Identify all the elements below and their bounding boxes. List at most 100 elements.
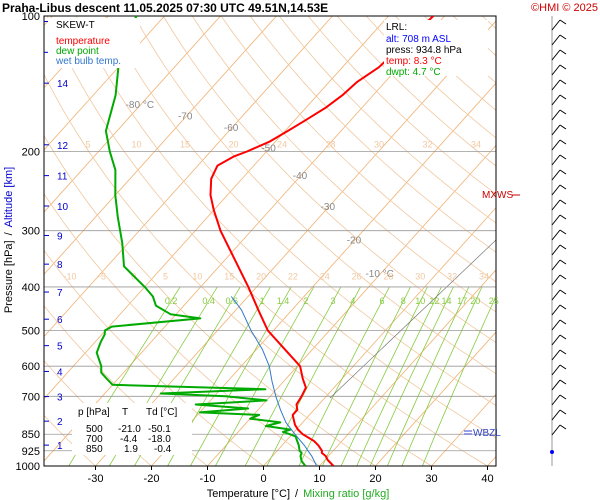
wind-barb-flag (559, 274, 567, 280)
dry-adiabat-line (482, 16, 496, 30)
y-axis-title-separator: / (3, 231, 15, 235)
y-axis-title: Pressure [hPa] / Altitude [km] (3, 167, 15, 313)
wind-barb-flag (559, 64, 567, 70)
wind-barb (551, 259, 561, 271)
mixing-ratio-label: 3 (331, 296, 336, 306)
dry-adiabat-label: 32 (447, 271, 457, 281)
altitude-tick-label: 14 (57, 79, 69, 90)
legend-background (48, 18, 140, 68)
dry-adiabat-line (162, 16, 496, 343)
wind-barb-flag (559, 364, 567, 370)
wind-barb-flag (559, 334, 567, 340)
isotherm-line (207, 144, 496, 466)
dry-adiabat-label: 20 (256, 271, 266, 281)
dry-adiabat-line (278, 16, 496, 224)
wind-barb (551, 244, 561, 256)
isotherm-label: -50 (261, 143, 276, 154)
legend-heading: SKEW-T (56, 20, 95, 31)
dry-adiabat-label: 24 (277, 139, 287, 149)
wind-barb (551, 274, 561, 286)
mixing-ratio-label: 17 (457, 296, 467, 306)
pressure-tick-label: 300 (22, 226, 40, 238)
dry-adiabat-line (395, 16, 496, 111)
isotherm-line (44, 16, 445, 462)
wind-barb (551, 154, 561, 166)
legend-wetbulb: wet bulb temp. (55, 56, 121, 67)
wind-barb (551, 49, 561, 61)
temperature-tick-label: -30 (88, 473, 104, 485)
temperature-tick-label: -20 (144, 473, 160, 485)
isotherm-line (44, 16, 221, 213)
mixing-ratio-label: 8 (401, 296, 406, 306)
wind-barb-flag (559, 424, 567, 430)
dry-adiabat-line (75, 16, 496, 439)
wind-barb-flag (559, 169, 567, 175)
wind-barb-flag (559, 379, 567, 385)
wind-barb (551, 424, 561, 436)
isotherm-line (431, 393, 496, 466)
dry-adiabat-label: 30 (415, 271, 425, 281)
mixing-ratio-label: 1.4 (277, 296, 290, 306)
pressure-tick-label: 700 (22, 391, 40, 403)
dry-adiabat-line (453, 16, 496, 57)
x-axis-title-mixing: Mixing ratio [g/kg] (303, 488, 389, 500)
mixing-ratio-label: 0.6 (225, 296, 238, 306)
wind-barb (551, 184, 561, 196)
wind-barb-flag (559, 154, 567, 160)
surface-wind-dot (550, 450, 554, 454)
isotherm-line (44, 16, 109, 89)
legend-dewpoint: dew point (56, 46, 99, 57)
wind-barb (551, 214, 561, 226)
levels-row-2-dewpoint: -18.0 (148, 434, 171, 445)
wind-barb-flag (559, 34, 567, 40)
legend-temperature: temperature (56, 36, 110, 47)
wind-barb (551, 79, 561, 91)
x-axis-title-separator: / (295, 488, 299, 500)
isotherm-label: -30 (321, 202, 336, 213)
isotherm-label: -70 (178, 112, 193, 123)
dry-adiabat-label: 30 (374, 139, 384, 149)
wind-barb (551, 124, 561, 136)
dry-adiabat-label: 34 (471, 139, 481, 149)
wind-barb-flag (559, 124, 567, 130)
pressure-tick-label: 400 (22, 282, 40, 294)
temperature-tick-label: 0 (260, 473, 266, 485)
altitude-tick-label: 1 (57, 441, 63, 452)
wind-barbs (550, 19, 567, 454)
lcl-pressure: press: 934.8 hPa (386, 45, 462, 56)
dry-adiabat-line (249, 16, 496, 253)
dry-adiabat-label: 26 (352, 271, 362, 281)
dry-adiabat-label: 32 (422, 139, 432, 149)
diagram-grid-labels: -80 °C -70 -60 -50 -40 -30 -20 -10 °C 0.2 0.4 0.6 1… (63, 100, 498, 306)
mixing-ratio-line (266, 286, 361, 466)
isotherm-label: -60 (224, 123, 239, 134)
dry-adiabat-line (220, 16, 496, 283)
lcl-heading: LRL: (386, 22, 407, 33)
altitude-tick-label: 9 (57, 231, 63, 242)
isotherm-label: -20 (347, 235, 362, 246)
wind-barb (551, 169, 561, 181)
wind-barb (551, 19, 561, 31)
isotherm-line (44, 16, 333, 338)
isotherm-label: -10 °C (365, 269, 393, 280)
lcl-altitude: alt: 708 m ASL (386, 34, 451, 45)
dry-adiabat-label: 10 (192, 271, 202, 281)
wind-barb (551, 394, 561, 406)
dry-adiabat-label: -10 (63, 271, 76, 281)
lcl-dewpoint: dwpt: 4.7 °C (386, 67, 441, 78)
wind-barb (551, 349, 561, 361)
isotherm-label: -80 °C (126, 100, 154, 111)
wind-barb-flag (559, 259, 567, 265)
levels-row: 700 -4.4 -18.0 (86, 434, 171, 445)
levels-table-background (72, 403, 192, 455)
wind-barb-flag (559, 94, 567, 100)
wind-barb-flag (559, 304, 567, 310)
isotherm-line (375, 331, 496, 466)
wind-barb-flag (559, 109, 567, 115)
lcl-temperature: temp: 8.3 °C (386, 56, 442, 67)
altitude-tick-label: 5 (57, 342, 63, 353)
wind-barb (551, 229, 561, 241)
wind-barb (551, 64, 561, 76)
wind-barb-flag (559, 349, 567, 355)
